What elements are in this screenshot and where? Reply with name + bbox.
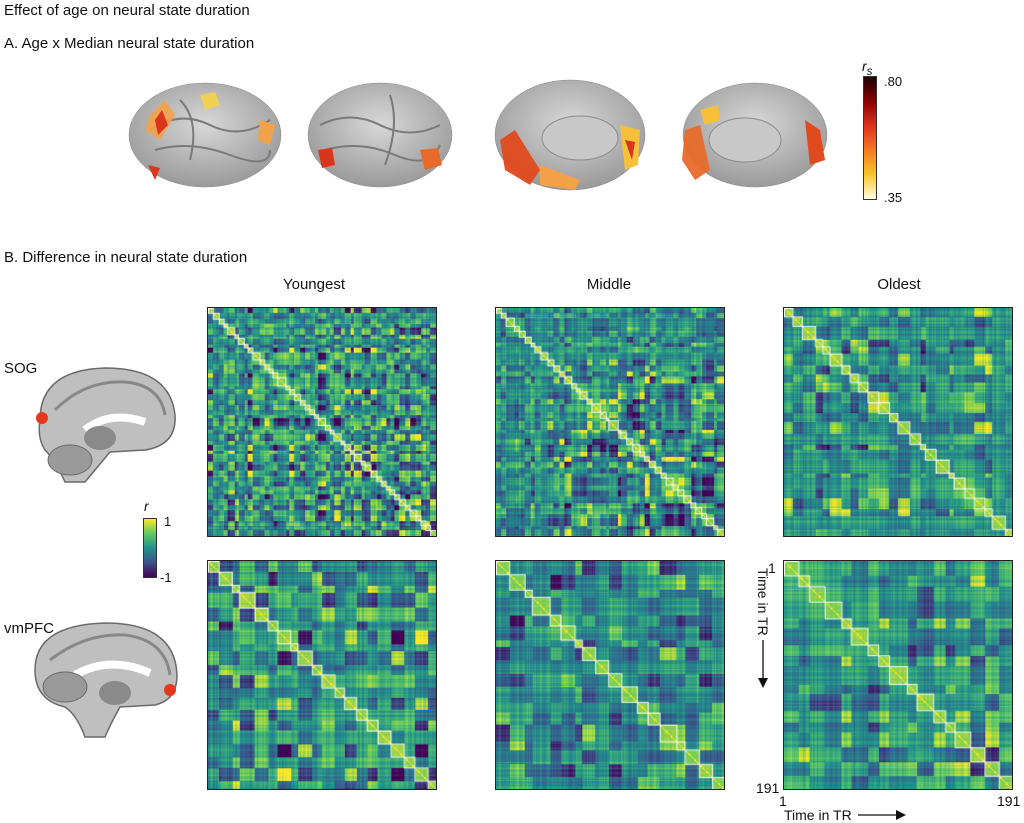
panel-b-colorbar	[143, 518, 157, 578]
brain-left-lateral	[128, 82, 282, 188]
sog-roi-marker	[36, 412, 48, 424]
panel-a-title: A. Age x Median neural state duration	[4, 35, 255, 52]
panel-a-colorbar-min: .35	[884, 190, 903, 205]
panel-b-colorbar-max: 1	[164, 514, 172, 529]
row-label-vmpfc: vmPFC	[4, 620, 54, 637]
matrix-sog-middle	[495, 307, 725, 537]
column-header-middle: Middle	[586, 276, 632, 293]
panel-b-colorbar-label: r	[144, 498, 149, 514]
panel-a-brain-surfaces	[128, 79, 828, 191]
x-axis-tick-end: 191	[997, 793, 1021, 809]
brain-right-lateral	[307, 82, 453, 188]
y-axis-label: Time in TR	[755, 568, 771, 636]
matrix-vmpfc-middle	[495, 560, 725, 790]
panel-a-colorbar-max: .80	[884, 74, 903, 89]
vmpfc-sagittal-brain	[34, 622, 178, 738]
y-axis-arrow-icon	[758, 640, 768, 688]
brain-right-medial	[682, 82, 828, 188]
x-axis-label: Time in TR	[784, 807, 852, 823]
brain-left-medial	[494, 79, 646, 191]
panel-a-colorbar-label: rs	[862, 58, 873, 78]
y-axis-tick-end: 191	[756, 780, 780, 796]
vmpfc-roi-marker	[164, 684, 176, 696]
matrix-vmpfc-oldest	[783, 560, 1013, 790]
x-axis-arrow-icon	[858, 810, 906, 820]
matrix-vmpfc-youngest	[207, 560, 437, 790]
column-header-oldest: Oldest	[877, 276, 921, 293]
matrix-sog-youngest	[207, 307, 437, 537]
panel-b-title: B. Difference in neural state duration	[4, 249, 248, 266]
x-axis-tick-start: 1	[779, 793, 787, 809]
matrix-sog-oldest	[783, 307, 1013, 537]
panel-a-colorbar	[863, 76, 877, 200]
column-header-youngest: Youngest	[282, 276, 345, 293]
sog-sagittal-brain	[36, 367, 176, 483]
panel-b-colorbar-min: -1	[160, 570, 172, 585]
figure-title: Effect of age on neural state duration	[4, 2, 250, 19]
row-label-sog: SOG	[4, 360, 38, 377]
y-axis-tick-start: 1	[768, 560, 776, 576]
